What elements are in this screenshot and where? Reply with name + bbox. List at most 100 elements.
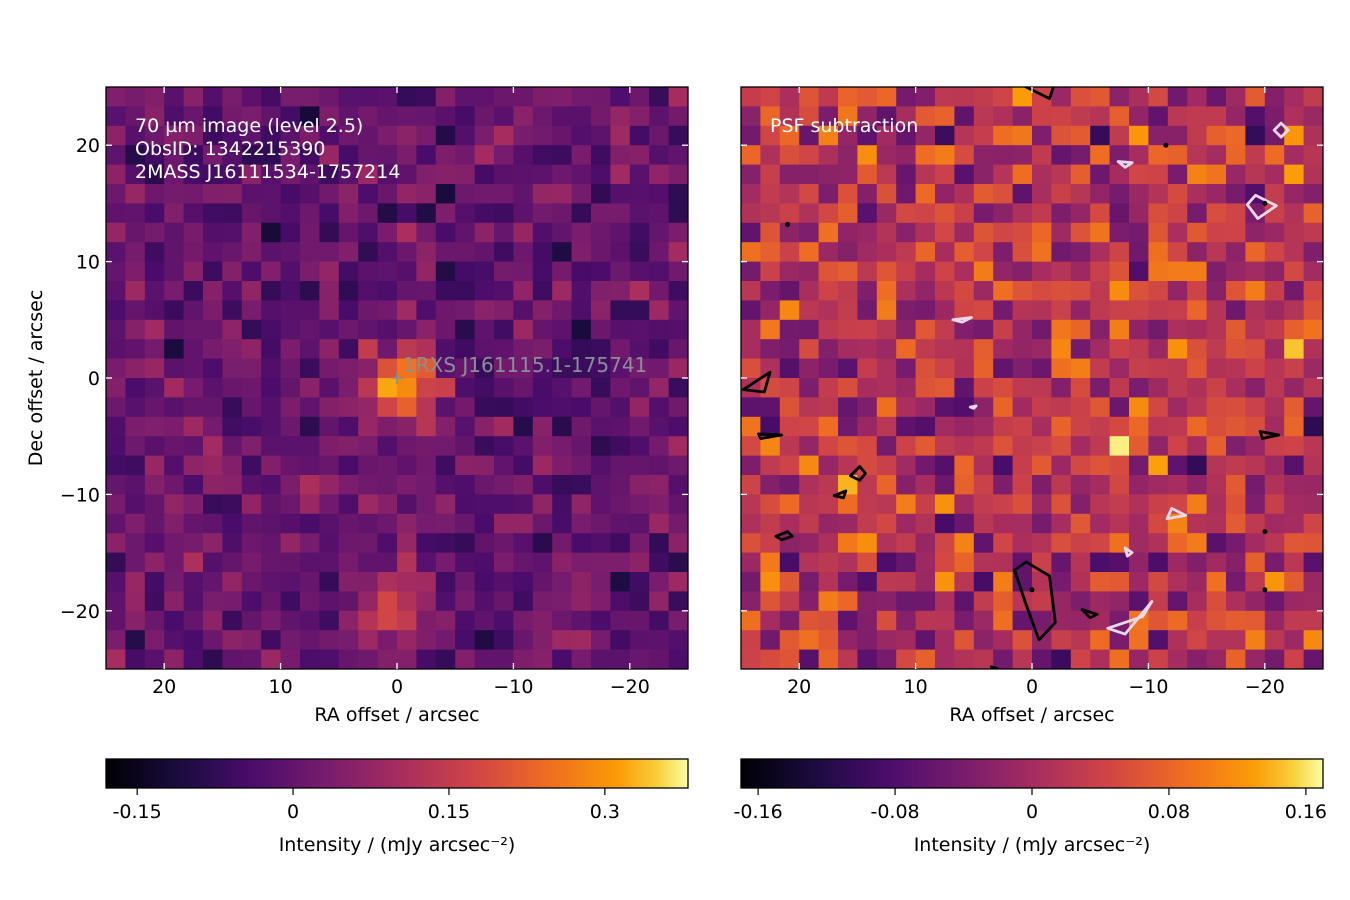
- heatmap-cell: [358, 475, 379, 495]
- heatmap-cell: [1090, 184, 1111, 204]
- heatmap-cell: [1167, 222, 1188, 243]
- heatmap-cell: [629, 436, 650, 457]
- positive-contour: [849, 465, 867, 482]
- heatmap-cell: [1051, 649, 1072, 669]
- heatmap-cell: [552, 475, 573, 495]
- heatmap-cell: [896, 610, 917, 631]
- heatmap-cell: [1206, 106, 1227, 127]
- heatmap-cell: [649, 125, 670, 146]
- heatmap-cell: [377, 125, 398, 146]
- negative-contour: [1106, 600, 1154, 636]
- heatmap-cell: [300, 261, 320, 282]
- heatmap-cell: [106, 475, 126, 495]
- heatmap-cell: [494, 145, 514, 166]
- heatmap-cell: [818, 358, 839, 379]
- heatmap-cell: [993, 513, 1014, 534]
- heatmap-cell: [649, 552, 670, 573]
- heatmap-cell: [183, 513, 204, 534]
- heatmap-cell: [416, 552, 437, 573]
- heatmap-cell: [857, 300, 878, 321]
- heatmap-cell: [1148, 106, 1169, 127]
- heatmap-cell: [300, 281, 320, 301]
- heatmap-cell: [1264, 242, 1285, 263]
- heatmap-cell: [377, 397, 398, 418]
- heatmap-cell: [571, 630, 592, 651]
- heatmap-cell: [338, 145, 359, 166]
- heatmap-cell: [416, 436, 437, 457]
- heatmap-cell: [377, 649, 398, 669]
- heatmap-cell: [513, 125, 534, 146]
- heatmap-cell: [494, 261, 514, 282]
- heatmap-cell: [1032, 164, 1052, 185]
- positive-contour: [832, 489, 848, 500]
- source-marker: 1RXS J161115.1-175741: [391, 353, 647, 384]
- heatmap-cell: [993, 145, 1014, 166]
- heatmap-cell: [1226, 281, 1246, 301]
- heatmap-cell: [532, 591, 553, 612]
- heatmap-cell: [300, 125, 320, 146]
- heatmap-cell: [876, 164, 897, 185]
- heatmap-cell: [779, 106, 800, 127]
- heatmap-cell: [935, 184, 955, 204]
- heatmap-cell: [106, 203, 126, 224]
- colorbar-tick-label: 0.3: [590, 801, 620, 823]
- heatmap-cell: [668, 416, 688, 437]
- heatmap-cell: [1226, 319, 1246, 340]
- heatmap-cell: [532, 572, 553, 592]
- heatmap-cell: [474, 455, 495, 476]
- heatmap-cell: [876, 436, 897, 457]
- heatmap-cell: [1032, 125, 1052, 146]
- heatmap-cell: [300, 242, 320, 263]
- heatmap-cell: [1226, 203, 1246, 224]
- heatmap-cell: [1090, 87, 1111, 107]
- heatmap-cell: [571, 591, 592, 612]
- heatmap-cell: [203, 106, 223, 127]
- heatmap-cell: [1167, 125, 1188, 146]
- heatmap-cell: [1303, 339, 1323, 360]
- heatmap-cell: [435, 203, 456, 224]
- heatmap-cell: [954, 533, 975, 554]
- heatmap-cell: [857, 513, 878, 534]
- heatmap-cell: [1167, 475, 1188, 495]
- heatmap-cell: [954, 513, 975, 534]
- heatmap-cell: [261, 610, 282, 631]
- heatmap-cell: [629, 184, 650, 204]
- heatmap-cell: [915, 416, 936, 437]
- heatmap-cell: [591, 242, 611, 263]
- heatmap-cell: [358, 533, 379, 554]
- heatmap-cell: [799, 416, 820, 437]
- heatmap-cell: [1070, 455, 1091, 476]
- heatmap-cell: [261, 203, 282, 224]
- heatmap-cell: [144, 184, 165, 204]
- heatmap-cell: [474, 494, 495, 515]
- heatmap-cell: [203, 378, 223, 398]
- heatmap-cell: [571, 319, 592, 340]
- heatmap-cell: [741, 164, 761, 185]
- heatmap-cell: [818, 513, 839, 534]
- heatmap-cell: [571, 649, 592, 669]
- heatmap-cell: [915, 222, 936, 243]
- heatmap-cell: [954, 281, 975, 301]
- heatmap-cell: [397, 281, 417, 301]
- heatmap-cell: [896, 261, 917, 282]
- heatmap-cell: [760, 106, 781, 127]
- heatmap-cell: [338, 552, 359, 573]
- heatmap-cell: [799, 378, 820, 398]
- heatmap-cell: [838, 397, 858, 418]
- heatmap-cell: [416, 300, 437, 321]
- heatmap-cell: [915, 261, 936, 282]
- heatmap-cell: [591, 125, 611, 146]
- heatmap-cell: [1187, 455, 1208, 476]
- heatmap-cell: [125, 339, 146, 360]
- heatmap-cell: [741, 436, 761, 457]
- heatmap-cell: [610, 455, 631, 476]
- heatmap-cell: [416, 513, 437, 534]
- heatmap-cell: [1070, 87, 1091, 107]
- heatmap-cell: [1148, 436, 1169, 457]
- heatmap-cell: [1012, 358, 1033, 379]
- heatmap-cell: [799, 242, 820, 263]
- heatmap-cell: [319, 106, 340, 127]
- heatmap-cell: [319, 591, 340, 612]
- heatmap-cell: [455, 358, 476, 379]
- heatmap-cell: [954, 145, 975, 166]
